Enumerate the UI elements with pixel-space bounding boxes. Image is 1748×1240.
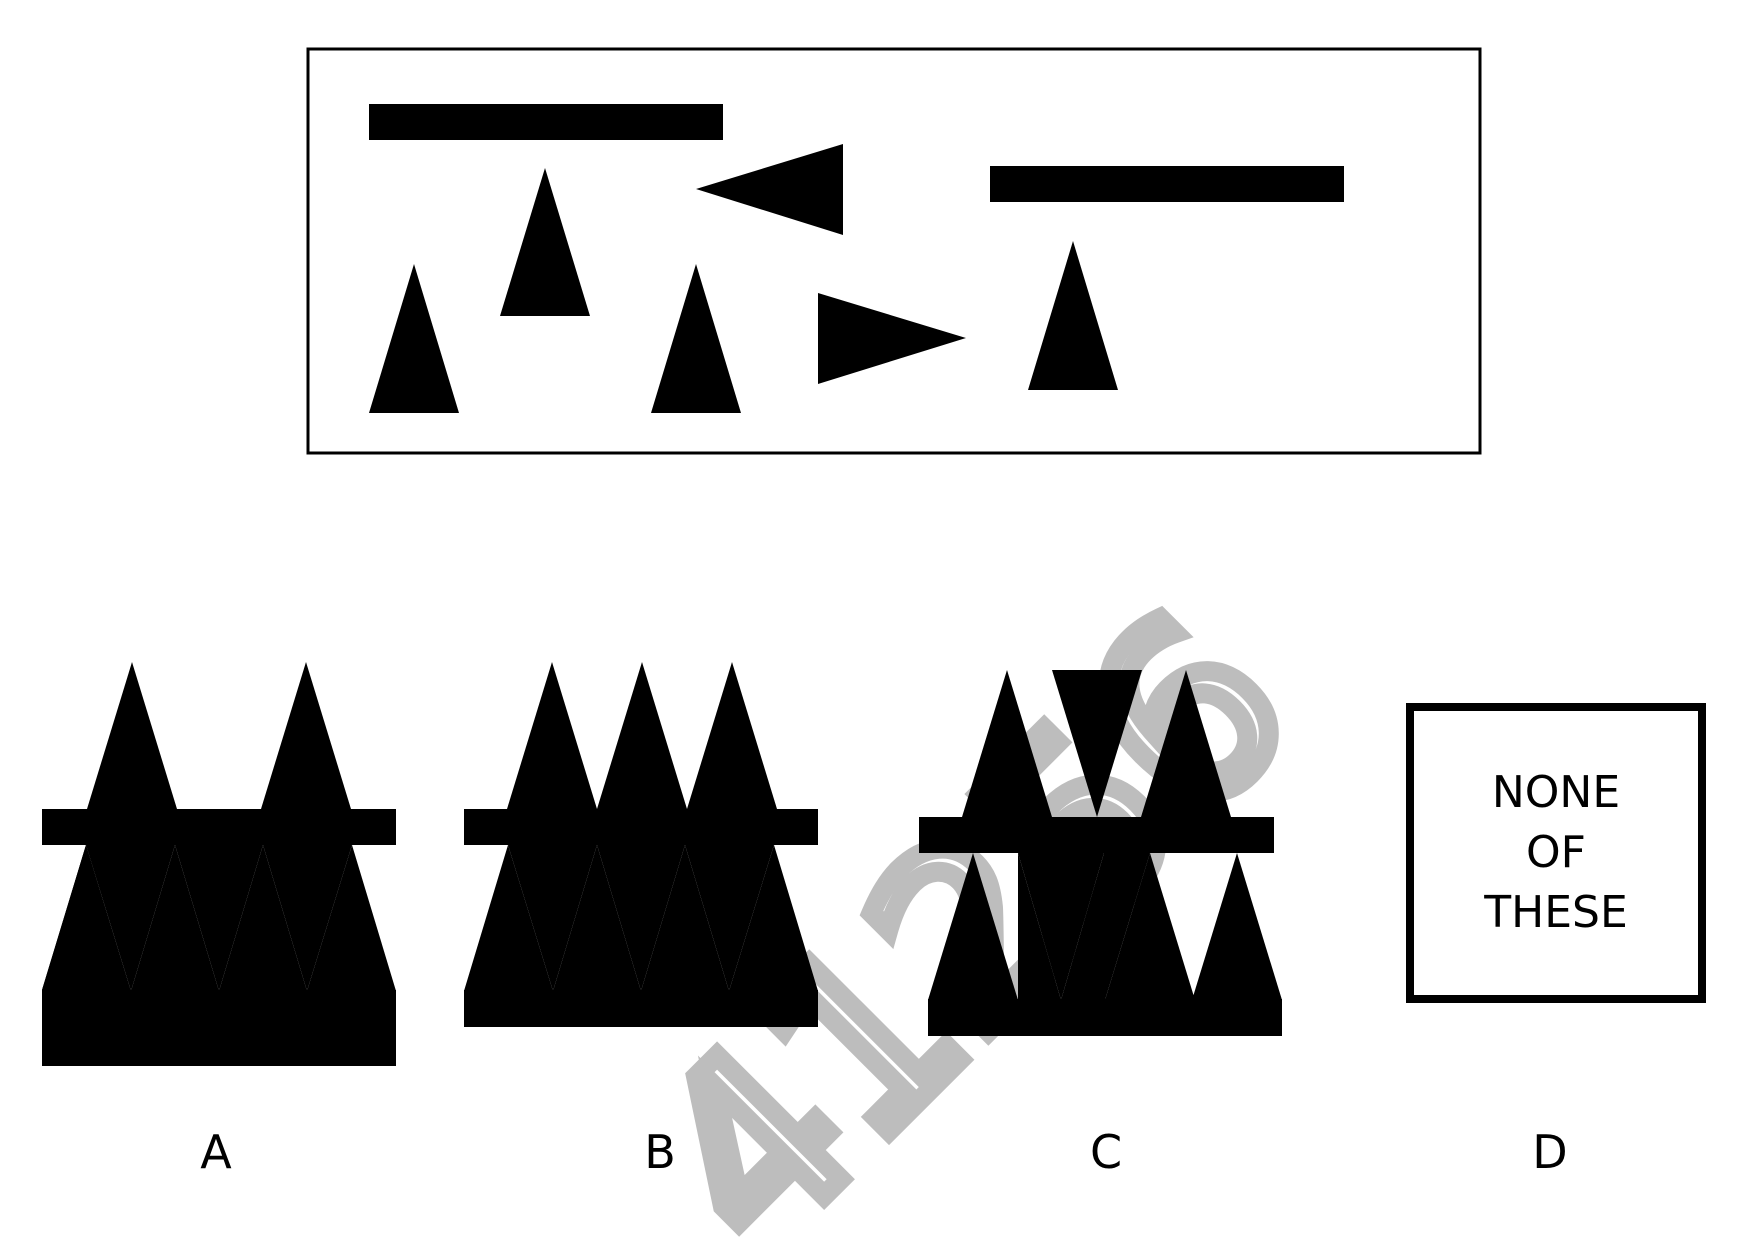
stimulus-triangle-right xyxy=(818,293,966,384)
stimulus-bar-1 xyxy=(369,104,723,140)
option-a-label[interactable]: A xyxy=(200,1125,232,1179)
option-b-label[interactable]: B xyxy=(644,1125,676,1179)
none-line-1: NONE xyxy=(1491,767,1621,818)
stimulus-triangle-up-1 xyxy=(500,168,590,316)
stimulus-triangle-up-3 xyxy=(651,264,741,413)
option-c-figure[interactable] xyxy=(919,670,1282,1036)
stimulus-bar-2 xyxy=(990,166,1344,202)
stimulus-triangle-up-2 xyxy=(369,264,459,413)
option-a-figure[interactable] xyxy=(42,662,396,1066)
stimulus-triangle-left xyxy=(696,144,843,235)
question-frame xyxy=(306,47,1482,455)
option-d-label[interactable]: D xyxy=(1532,1125,1568,1179)
none-line-3: THESE xyxy=(1484,887,1628,938)
option-c-label[interactable]: C xyxy=(1089,1125,1123,1179)
none-line-2: OF xyxy=(1526,827,1586,878)
stimulus-triangle-up-4 xyxy=(1028,241,1118,390)
option-b-figure[interactable] xyxy=(464,662,818,1027)
option-d-none-box[interactable]: NONE OF THESE xyxy=(1406,703,1706,1003)
